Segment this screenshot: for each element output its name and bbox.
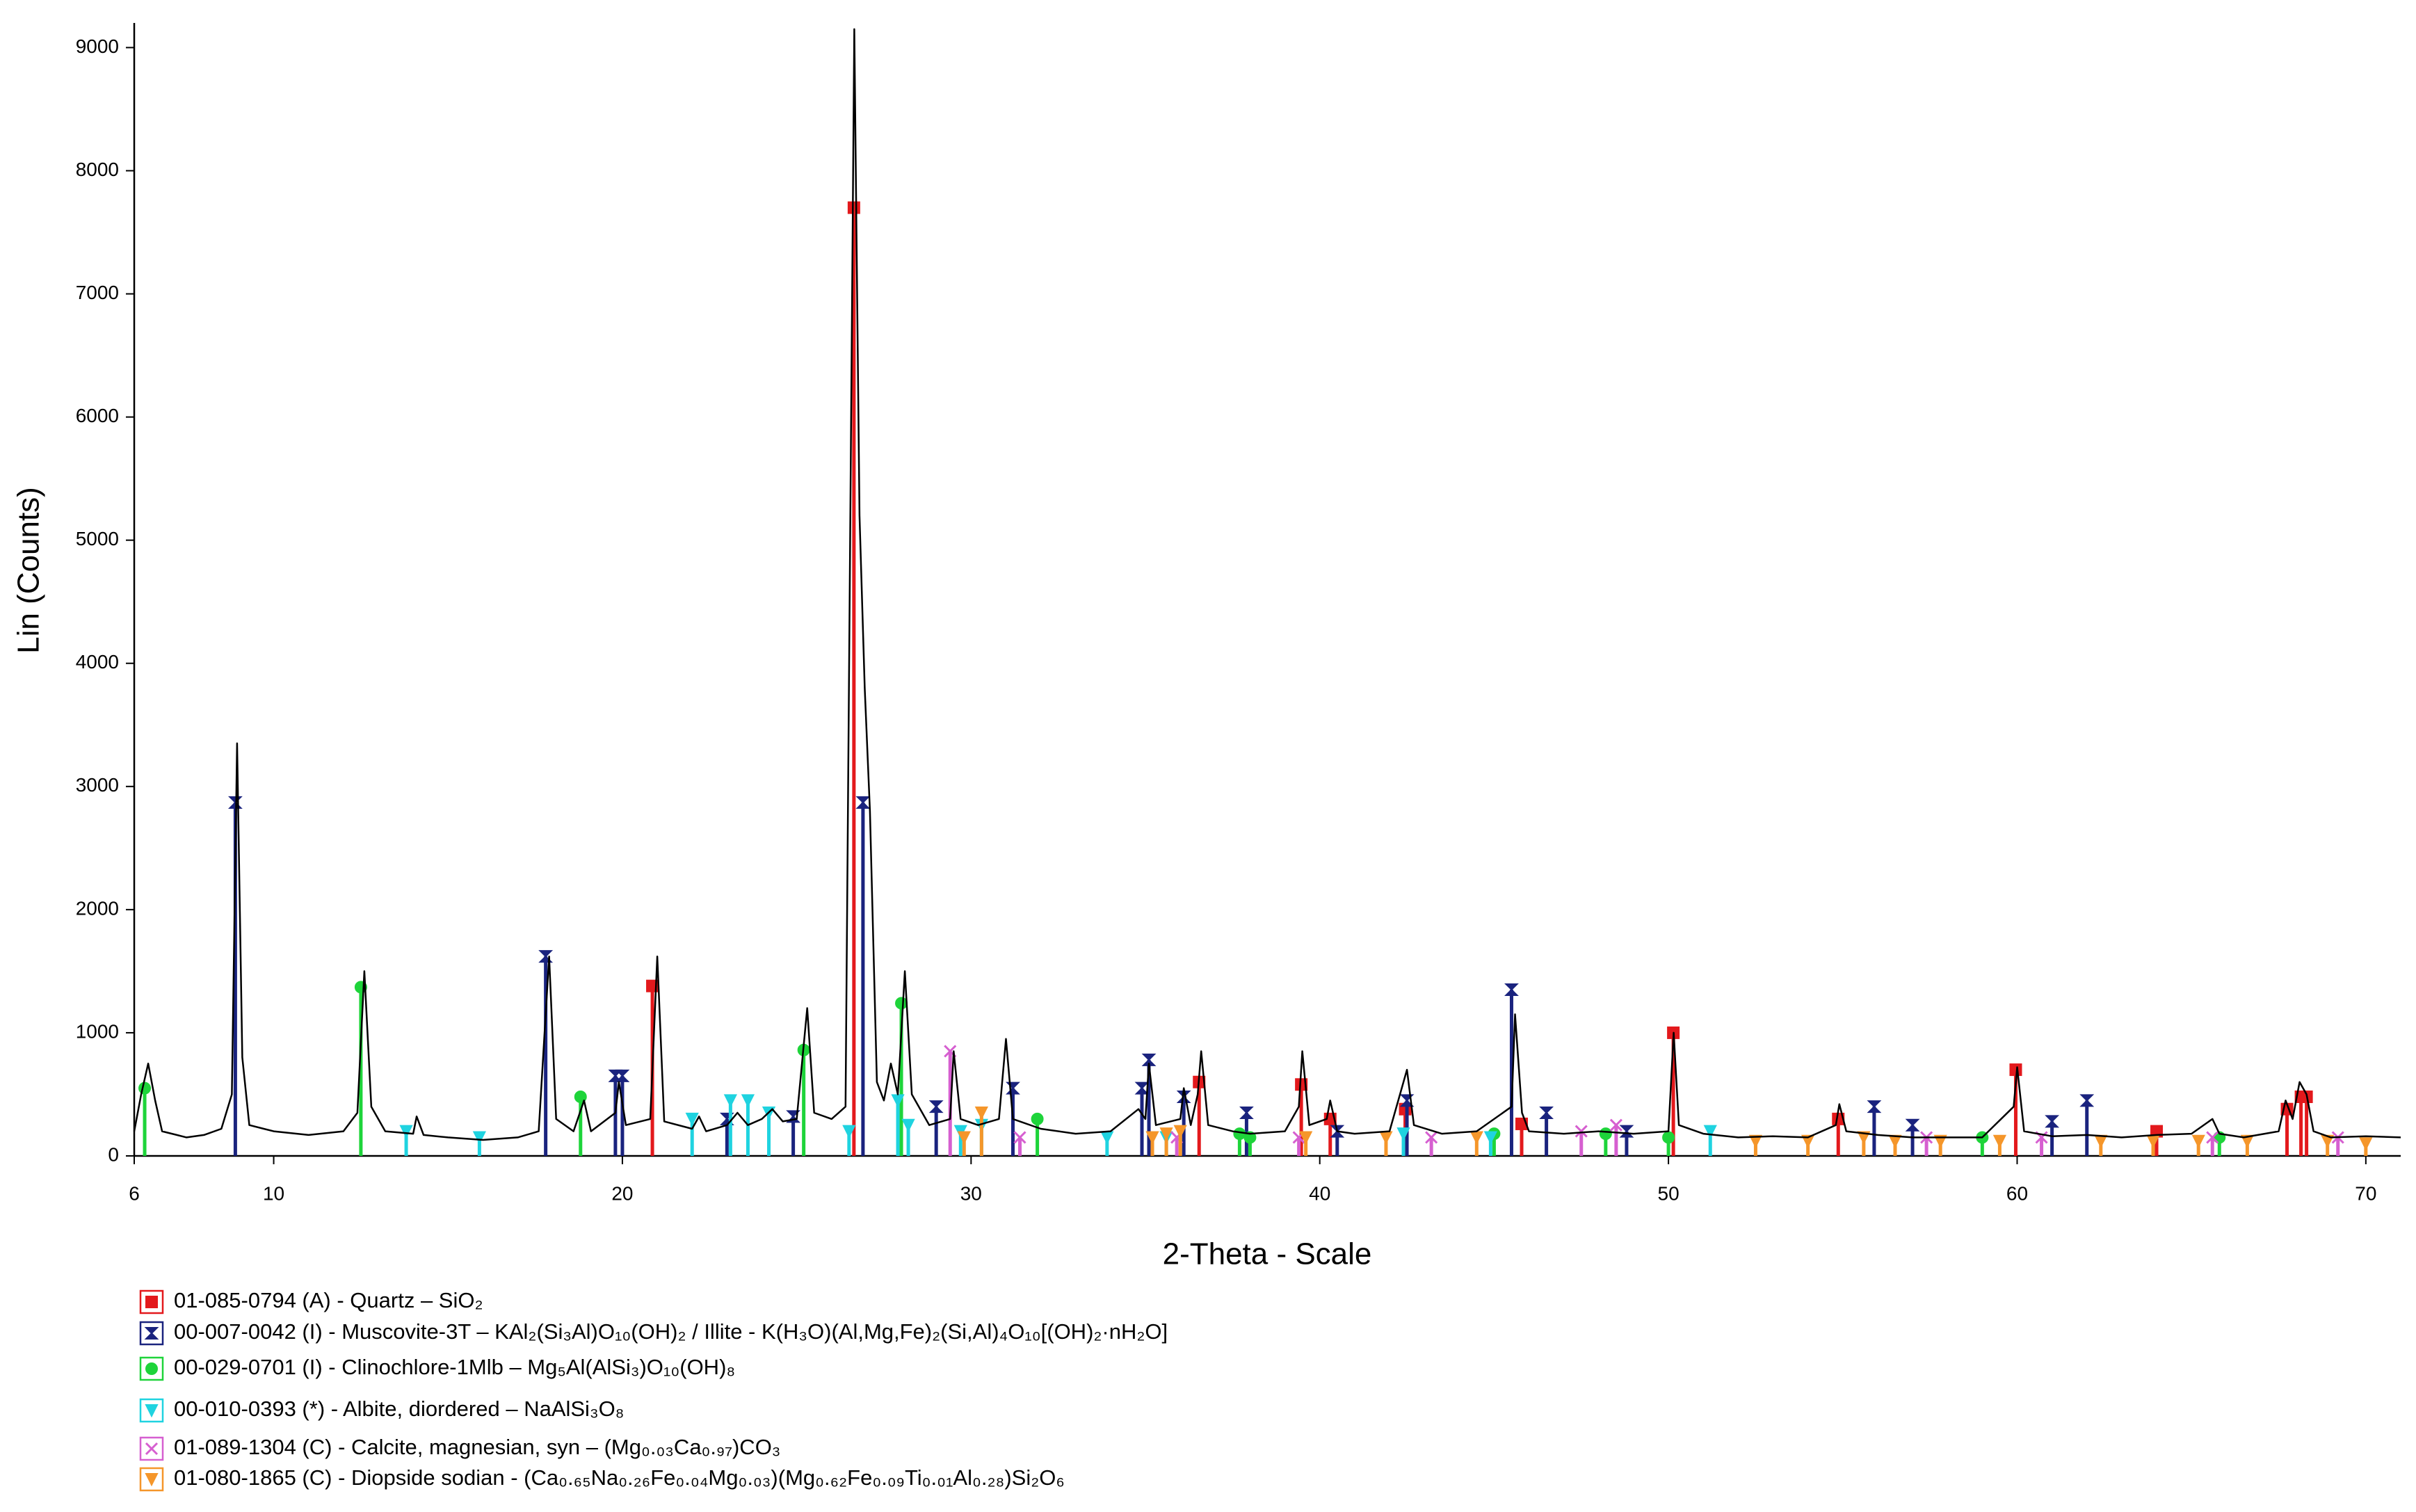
y-tick-label: 2000 [76, 897, 119, 919]
marker [2045, 1115, 2060, 1128]
marker [145, 1362, 158, 1375]
y-tick-label: 3000 [76, 774, 119, 796]
marker [145, 1442, 159, 1456]
marker [1539, 1107, 1554, 1120]
marker [2079, 1094, 2095, 1107]
marker [895, 997, 908, 1010]
marker [2359, 1137, 2373, 1151]
marker [138, 1081, 152, 1095]
marker [145, 1473, 159, 1487]
marker [1145, 1131, 1159, 1145]
y-tick-label: 8000 [76, 159, 119, 180]
marker [574, 1091, 587, 1104]
marker [1933, 1134, 1947, 1148]
marker [2206, 1131, 2219, 1144]
marker [901, 1118, 915, 1132]
marker [1801, 1134, 1815, 1148]
marker [1599, 1127, 1612, 1141]
marker [538, 950, 554, 963]
marker [144, 1327, 159, 1340]
marker [847, 201, 860, 214]
marker [1483, 1131, 1498, 1145]
marker [472, 1131, 486, 1145]
legend-box [139, 1356, 164, 1381]
marker [1992, 1134, 2007, 1148]
marker [1233, 1127, 1246, 1141]
y-tick-label: 1000 [76, 1020, 119, 1042]
marker [928, 1100, 944, 1113]
x-axis-title: 2-Theta - Scale [1163, 1237, 1372, 1271]
legend-label: 00-007-0042 (I) - Muscovite-3T – KAl₂(Si… [174, 1319, 1168, 1344]
x-tick-label: 10 [263, 1182, 284, 1204]
marker [1469, 1131, 1483, 1145]
marker [2094, 1134, 2108, 1148]
marker [1006, 1081, 1020, 1095]
marker [1619, 1125, 1634, 1138]
marker [615, 1069, 630, 1082]
marker [1134, 1081, 1150, 1095]
marker [1504, 983, 1519, 996]
y-tick-label: 9000 [76, 35, 119, 57]
marker [1100, 1131, 1114, 1145]
marker [1662, 1131, 1675, 1144]
marker [1141, 1053, 1157, 1066]
x-tick-label: 40 [1309, 1182, 1330, 1204]
marker [685, 1112, 699, 1127]
marker [723, 1094, 737, 1108]
marker [1425, 1131, 1438, 1144]
marker [1609, 1118, 1622, 1132]
marker [1299, 1131, 1313, 1145]
legend-label: 01-080-1865 (C) - Diopside sodian - (Ca₀… [174, 1465, 1065, 1490]
marker [145, 1404, 159, 1418]
marker [1703, 1125, 1717, 1139]
y-axis-title: Lin (Counts) [12, 487, 46, 654]
y-tick-label: 4000 [76, 651, 119, 673]
legend-label: 01-085-0794 (A) - Quartz – SiO₂ [174, 1288, 483, 1312]
marker [855, 796, 871, 809]
marker [2191, 1134, 2205, 1148]
x-tick-label: 70 [2355, 1182, 2376, 1204]
legend-label: 01-089-1304 (C) - Calcite, magnesian, sy… [174, 1435, 780, 1459]
marker [1173, 1125, 1187, 1139]
y-tick-label: 6000 [76, 405, 119, 426]
y-tick-label: 7000 [76, 282, 119, 303]
x-tick-label: 30 [960, 1182, 982, 1204]
legend-label: 00-010-0393 (*) - Albite, diordered – Na… [174, 1397, 625, 1421]
marker [1905, 1118, 1920, 1132]
marker [2240, 1134, 2255, 1148]
x-tick-label: 60 [2006, 1182, 2028, 1204]
marker [1031, 1112, 1044, 1125]
marker [399, 1125, 413, 1139]
marker [741, 1094, 755, 1108]
marker [1239, 1107, 1254, 1120]
x-tick-label: 50 [1658, 1182, 1680, 1204]
marker [1243, 1131, 1257, 1144]
marker [1857, 1131, 1871, 1145]
marker [842, 1125, 856, 1139]
y-tick-label: 5000 [76, 528, 119, 549]
y-tick-label: 0 [108, 1143, 119, 1165]
pattern-line [133, 28, 2401, 1141]
marker [1013, 1131, 1026, 1144]
legend-label: 00-029-0701 (I) - Clinochlore-1Mlb – Mg₅… [174, 1355, 735, 1379]
x-tick-label: 6 [129, 1182, 140, 1204]
marker [1159, 1127, 1173, 1141]
marker [1379, 1131, 1393, 1145]
marker [1396, 1127, 1410, 1141]
marker [1867, 1100, 1882, 1113]
marker [957, 1131, 971, 1145]
x-tick-label: 20 [611, 1182, 633, 1204]
marker [1575, 1125, 1588, 1138]
marker [145, 1296, 158, 1308]
marker [1748, 1134, 1763, 1148]
marker [974, 1107, 988, 1120]
